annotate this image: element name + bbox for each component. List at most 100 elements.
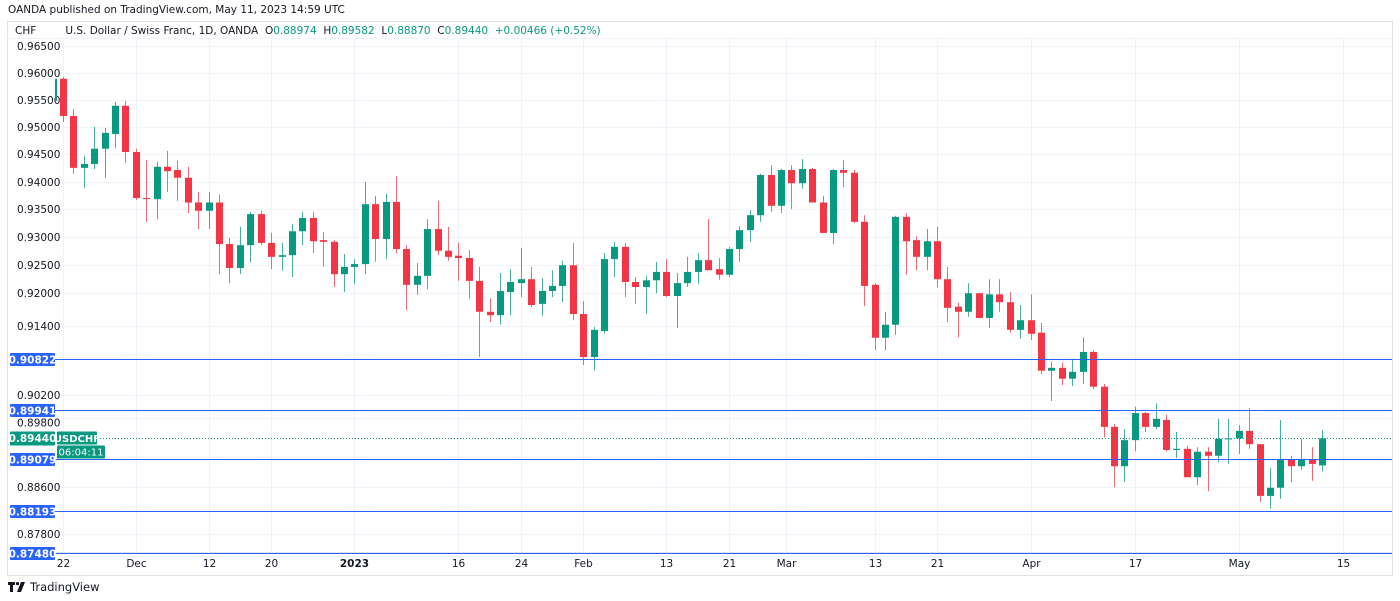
price-line-label: 0.89941 bbox=[9, 405, 57, 417]
published-caption: OANDA published on TradingView.com, May … bbox=[8, 4, 345, 16]
candle-body-down bbox=[976, 293, 983, 318]
candle-body-up bbox=[497, 290, 504, 316]
candle-body-down bbox=[1090, 351, 1097, 387]
candle-body-down bbox=[393, 201, 400, 250]
candle-body-down bbox=[861, 221, 868, 286]
grid bbox=[55, 39, 1392, 552]
y-tick-label: 0.88600 bbox=[17, 482, 60, 494]
price-line-label: 0.90822 bbox=[9, 354, 57, 366]
candle-body-up bbox=[279, 255, 286, 257]
candle-body-up bbox=[1277, 459, 1284, 488]
candle-body-down bbox=[716, 269, 723, 275]
candle-body-down bbox=[1246, 430, 1253, 445]
x-tick-label: 17 bbox=[1129, 558, 1142, 570]
candle-body-down bbox=[996, 294, 1003, 303]
candle-body-down bbox=[372, 204, 379, 240]
y-tick-label: 0.87800 bbox=[17, 529, 60, 541]
price-line-label-box bbox=[10, 453, 55, 466]
price-line-label: 0.89079 bbox=[9, 454, 57, 466]
candle-body-down bbox=[466, 257, 473, 281]
candle-body-up bbox=[549, 285, 556, 291]
brand-name: TradingView bbox=[30, 580, 100, 594]
candle-body-down bbox=[1101, 386, 1108, 427]
candle-body-down bbox=[663, 271, 670, 297]
candle-body-down bbox=[1163, 419, 1170, 450]
candle-body-down bbox=[185, 177, 192, 203]
candle-body-up bbox=[289, 231, 296, 256]
x-tick-label: 16 bbox=[452, 558, 466, 570]
candle-body-up bbox=[1132, 413, 1139, 441]
candle-body-up bbox=[414, 275, 421, 285]
tradingview-logo[interactable]: TradingView bbox=[8, 580, 99, 594]
candle-body-up bbox=[507, 281, 514, 293]
candle-body-up bbox=[1173, 448, 1180, 450]
candle-body-down bbox=[487, 311, 494, 316]
x-tick-label: May bbox=[1229, 558, 1251, 570]
candle-body-down bbox=[143, 198, 150, 200]
candle-body-up bbox=[726, 249, 733, 275]
candle-body-up bbox=[383, 201, 390, 240]
candle-body-down bbox=[528, 279, 535, 306]
price-axis[interactable]: 0.96500 0.96000 0.95500 0.95000 0.94500 0.940… bbox=[17, 41, 60, 541]
candle-body-down bbox=[226, 244, 233, 269]
candle-body-down bbox=[820, 202, 827, 233]
candle-body-down bbox=[570, 265, 577, 315]
candle-body-up bbox=[1194, 451, 1201, 478]
candle-body-down bbox=[788, 170, 795, 184]
x-tick-label: 24 bbox=[515, 558, 529, 570]
candle-body-up bbox=[237, 245, 244, 269]
y-tick-label: 0.96500 bbox=[17, 41, 60, 53]
candle-body-up bbox=[341, 266, 348, 275]
candle-body-up bbox=[747, 215, 754, 231]
candle-body-down bbox=[1184, 448, 1191, 478]
candle-body-down bbox=[216, 202, 223, 245]
candle-body-down bbox=[268, 242, 275, 257]
candle-body-down bbox=[1309, 459, 1316, 464]
change-value: +0.00466 (+0.52%) bbox=[494, 25, 601, 37]
candle-body-up bbox=[892, 216, 899, 325]
candle-body-down bbox=[195, 202, 202, 211]
candle-body-down bbox=[1038, 332, 1045, 371]
candle-body-up bbox=[882, 324, 889, 338]
candle-body-up bbox=[591, 329, 598, 358]
candle-body-down bbox=[331, 241, 338, 275]
bar-countdown: 06:04:11 bbox=[59, 448, 104, 459]
high-label: H bbox=[323, 25, 332, 37]
candle-body-up bbox=[55, 78, 57, 101]
candle-body-down bbox=[174, 170, 181, 178]
candle-body-up bbox=[247, 214, 254, 246]
candle-body-up bbox=[112, 105, 119, 134]
horizontal-lines[interactable]: 0.90822 0.89941 0.89079 0.88193 0.87480 bbox=[9, 353, 1392, 560]
y-tick-label: 0.94500 bbox=[17, 149, 60, 161]
last-price-value: 0.89440 bbox=[9, 433, 57, 445]
symbol-tag: USDCHF bbox=[54, 434, 100, 445]
symbol-description[interactable]: U.S. Dollar / Swiss Franc, 1D, OANDA bbox=[65, 25, 259, 37]
time-axis[interactable]: 22 Dec 12 20 2023 16 24 Feb 13 21 Mar 13 21 Apr 17 May 1… bbox=[7, 552, 1392, 571]
price-line-label-box bbox=[10, 353, 55, 366]
candle-body-up bbox=[299, 217, 306, 232]
candle-body-down bbox=[258, 214, 265, 243]
candle-body-up bbox=[518, 279, 525, 284]
candle-body-up bbox=[1319, 438, 1326, 466]
candle-body-down bbox=[1142, 413, 1149, 427]
candle-body-down bbox=[705, 260, 712, 271]
candle-body-up bbox=[799, 168, 806, 184]
close-label: C bbox=[437, 25, 445, 37]
candle-body-up bbox=[965, 293, 972, 312]
low-label: L bbox=[381, 25, 388, 37]
candle-body-up bbox=[1215, 438, 1222, 456]
candle-body-down bbox=[70, 116, 77, 168]
y-tick-label: 0.94000 bbox=[17, 177, 60, 189]
price-line-label-box bbox=[10, 505, 55, 518]
y-tick-label: 0.93000 bbox=[17, 232, 60, 244]
x-tick-label: 22 bbox=[57, 558, 70, 570]
candle-body-up bbox=[559, 265, 566, 286]
y-tick-label: 0.90200 bbox=[17, 390, 60, 402]
candle-body-down bbox=[60, 78, 67, 117]
y-tick-label: 0.92500 bbox=[17, 260, 60, 272]
candle-body-up bbox=[1048, 367, 1055, 371]
x-tick-label: Mar bbox=[777, 558, 797, 570]
x-tick-label: 15 bbox=[1337, 558, 1350, 570]
candle-body-up bbox=[736, 230, 743, 250]
